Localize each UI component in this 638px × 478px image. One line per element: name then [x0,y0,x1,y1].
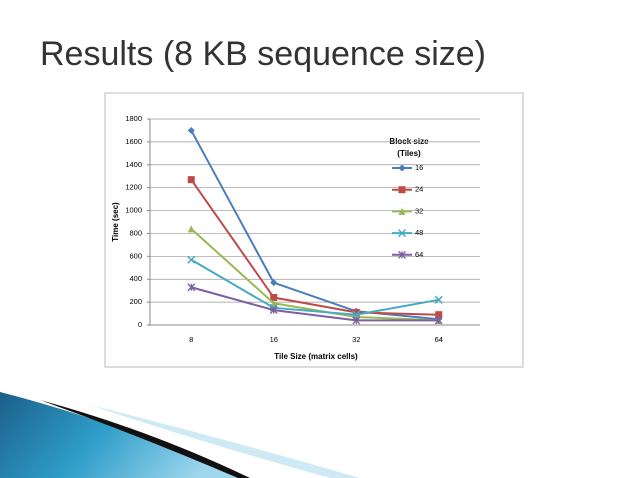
y-tick-label: 1800 [125,114,142,123]
marker [187,255,196,264]
x-axis-label: Tile Size (matrix cells) [274,352,358,361]
decor-stripe [40,400,250,478]
legend-marker [398,250,406,259]
legend-label: 16 [415,163,423,172]
marker [352,316,361,325]
y-tick-label: 800 [129,228,142,237]
y-tick-label: 400 [129,274,142,283]
legend-marker [398,207,406,215]
y-tick-label: 1000 [125,206,142,215]
marker [434,316,443,325]
marker [352,308,360,316]
marker [187,176,195,184]
legend-marker [398,186,406,194]
marker [187,126,195,134]
series-line [190,179,439,316]
series-line [190,258,439,316]
decor-stripe-light [90,405,360,478]
legend-marker [398,164,406,172]
marker [352,310,361,319]
legend-label: 48 [415,228,423,237]
legend-label: 24 [415,185,423,194]
y-axis-label: Time (sec) [111,202,120,242]
y-tick-label: 600 [129,251,142,260]
legend-label: 64 [415,250,423,259]
legend-title: (Tiles) [397,149,421,158]
x-tick-label: 64 [435,335,443,344]
x-tick-label: 32 [352,335,360,344]
y-tick-label: 0 [138,320,142,329]
marker [270,294,278,302]
marker [434,295,443,304]
y-tick-label: 1200 [125,183,142,192]
x-tick-label: 8 [189,335,193,344]
chart-frame [104,92,524,368]
y-tick-label: 1600 [125,137,142,146]
marker [269,306,278,315]
marker [187,225,195,233]
legend-marker [397,229,407,238]
series-line [190,228,439,322]
marker [270,279,278,287]
legend-label: 32 [415,206,423,215]
series-line [190,286,439,322]
slide-title: Results (8 KB sequence size) [40,35,486,73]
y-tick-label: 1400 [125,160,142,169]
series-line [190,129,439,321]
x-tick-label: 16 [270,335,278,344]
marker [270,299,278,307]
marker [435,311,443,319]
marker [187,283,196,292]
y-tick-label: 200 [129,297,142,306]
